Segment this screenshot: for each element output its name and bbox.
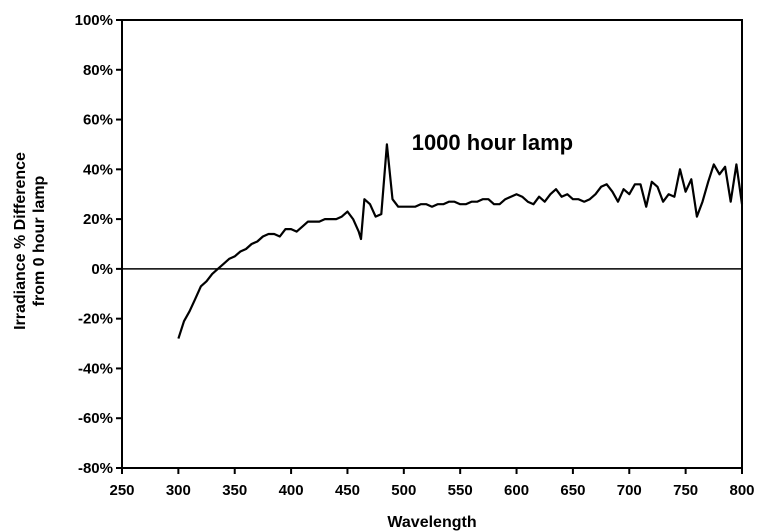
x-axis-title: Wavelength [387,514,476,531]
y-tick-label: -80% [78,460,113,477]
annotation-label: 1000 hour lamp [412,130,573,155]
y-tick-label: 80% [83,62,113,79]
x-tick-label: 700 [617,482,642,499]
x-tick-label: 300 [166,482,191,499]
x-tick-label: 650 [560,482,585,499]
y-tick-label: 0% [91,261,113,278]
y-tick-label: 60% [83,112,113,129]
x-tick-label: 750 [673,482,698,499]
x-tick-label: 550 [448,482,473,499]
y-tick-label: -60% [78,410,113,427]
y-tick-label: -40% [78,360,113,377]
y-tick-label: 100% [75,12,113,29]
x-tick-label: 500 [391,482,416,499]
x-tick-label: 400 [279,482,304,499]
x-tick-label: 350 [222,482,247,499]
x-tick-label: 800 [729,482,754,499]
y-tick-label: 40% [83,161,113,178]
x-tick-label: 250 [109,482,134,499]
y-axis-title-line-2: from 0 hour lamp [31,175,48,306]
y-tick-label: -20% [78,311,113,328]
y-tick-label: 20% [83,211,113,228]
x-tick-label: 450 [335,482,360,499]
series-line [177,143,744,339]
plot-area-frame [121,19,743,469]
x-tick-label: 600 [504,482,529,499]
y-axis-title-line-1: Irradiance % Difference [12,152,29,330]
